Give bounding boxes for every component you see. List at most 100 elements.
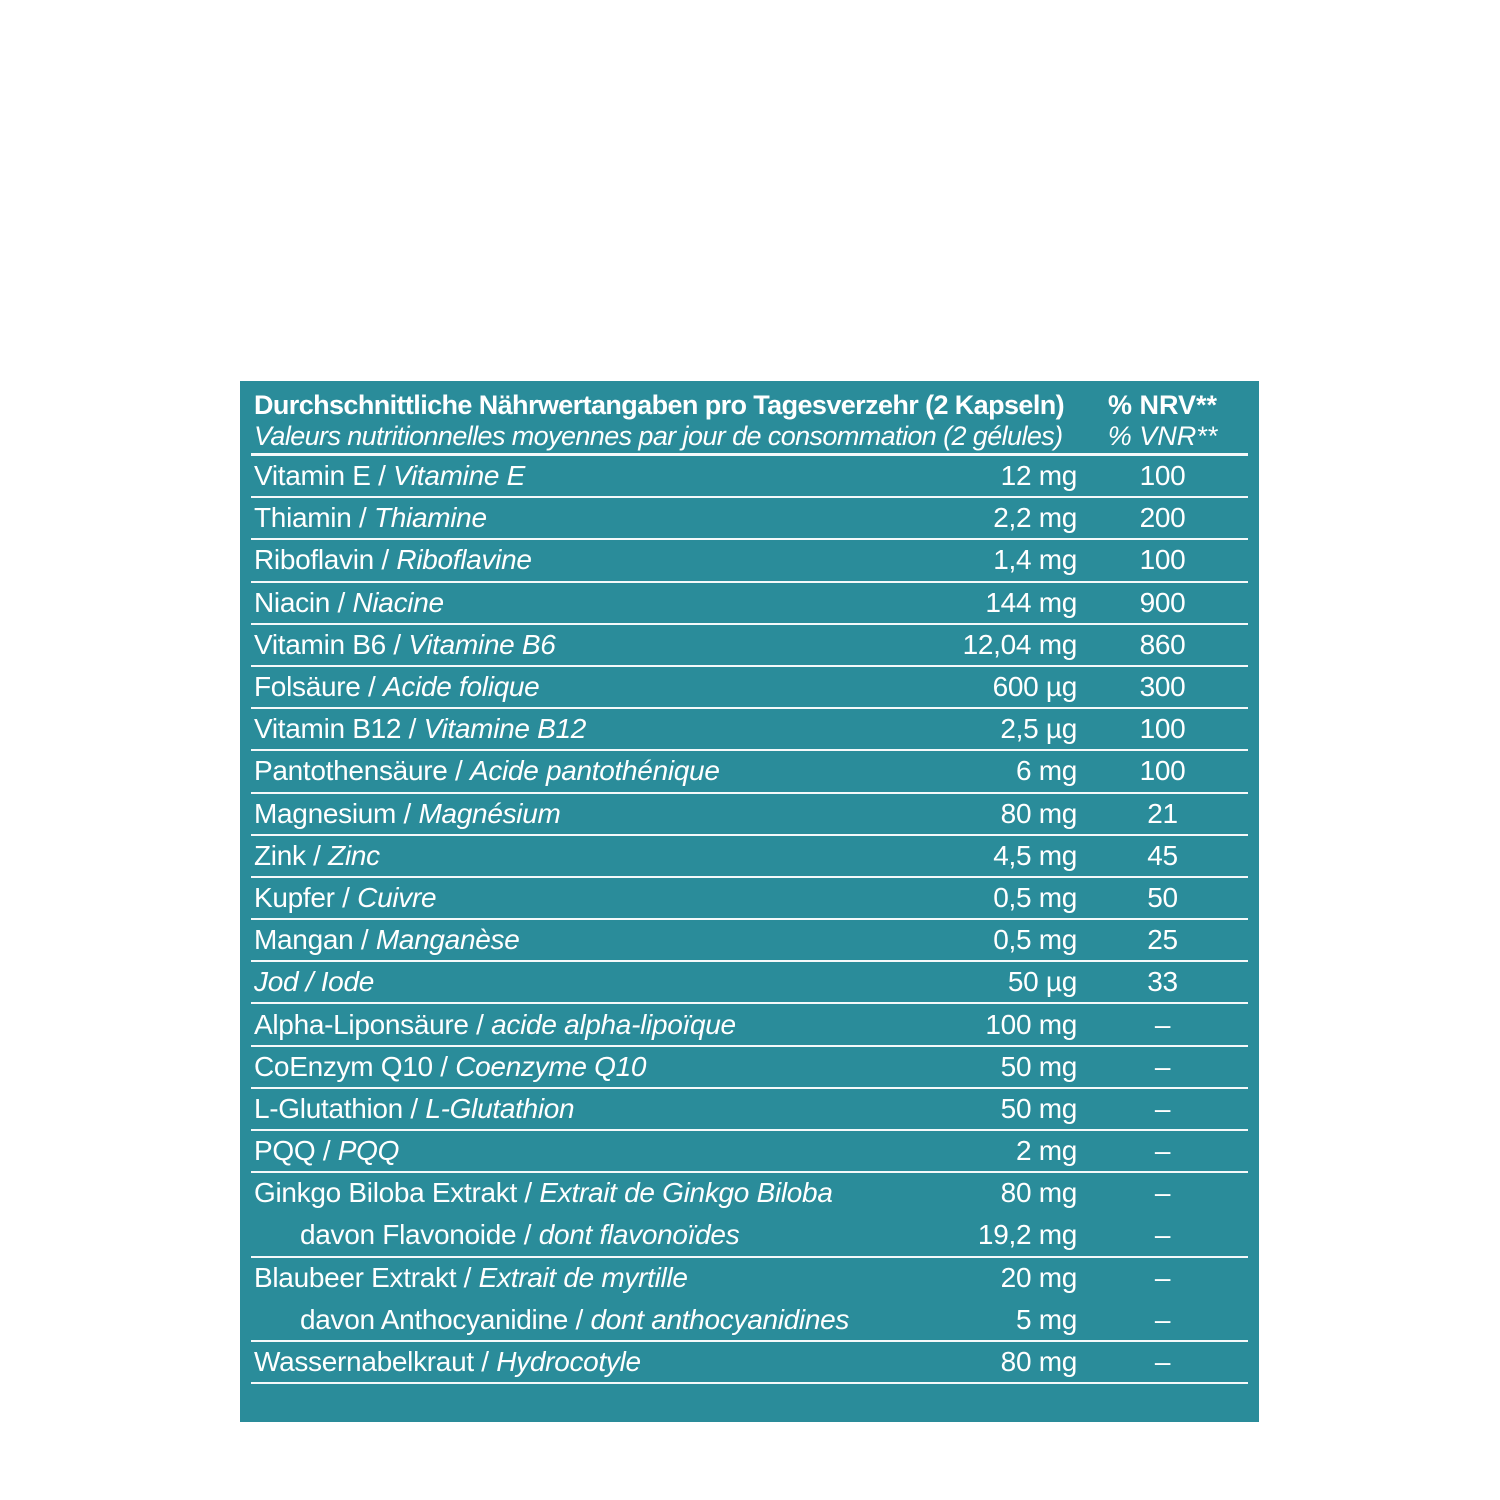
nutrient-name-de: Mangan	[254, 924, 354, 956]
nutrient-amount: 6 mg	[1015, 755, 1077, 787]
nutrient-amount: 50 µg	[1007, 966, 1077, 998]
nutrient-name-cell: Folsäure / Acide folique	[251, 671, 927, 703]
nutrient-name-cell: Magnesium / Magnésium	[251, 798, 927, 830]
nutrient-name-fr: Zinc	[328, 839, 380, 871]
name-separator: /	[456, 1261, 479, 1293]
table-header-titles: Durchschnittliche Nährwertangaben pro Ta…	[254, 390, 1065, 452]
nutrient-nrv-percent: 21	[1147, 797, 1178, 829]
nutrient-amount: 144 mg	[985, 586, 1077, 618]
nutrient-name-de: Magnesium	[254, 797, 397, 829]
nutrient-name-fr: Cuivre	[357, 881, 437, 913]
table-row: Vitamin E / Vitamine E 12 mg 100	[251, 456, 1248, 499]
nutrient-nrv-percent: –	[1154, 1261, 1171, 1293]
table-row: Jod / Iode 50 µg 33	[251, 962, 1248, 1005]
nutrient-amount: 100 mg	[985, 1008, 1077, 1040]
nutrient-name-fr: Riboflavine	[396, 544, 532, 576]
nutrient-name-de: Wassernabelkraut	[254, 1346, 474, 1378]
nutrient-name-cell: Thiamin / Thiamine	[251, 502, 927, 534]
nutrient-name-fr: Niacine	[352, 586, 444, 618]
nutrient-name-de: CoEnzym Q10	[254, 1050, 433, 1082]
nutrient-name-cell: Alpha-Liponsäure / acide alpha-lipoïque	[251, 1009, 927, 1041]
nutrient-nrv-percent: –	[1154, 1346, 1171, 1378]
nutrient-name-fr: Hydrocotyle	[496, 1346, 641, 1378]
nutrient-name-de: Zink	[254, 839, 306, 871]
name-separator: /	[351, 502, 374, 534]
name-separator: /	[401, 713, 424, 745]
nutrient-name-cell: Jod / Iode	[251, 966, 927, 998]
nutrient-name-fr: dont flavonoïdes	[538, 1219, 740, 1251]
nutrient-name-fr: acide alpha-lipoïque	[491, 1008, 736, 1040]
nutrient-name-cell: davon Flavonoide / dont flavonoïdes	[251, 1219, 927, 1251]
table-row: Kupfer / Cuivre 0,5 mg 50	[251, 878, 1248, 921]
nutrient-amount: 50 mg	[1000, 1050, 1078, 1082]
nutrient-nrv-percent: 100	[1139, 713, 1186, 745]
nutrient-name-cell: Vitamin B12 / Vitamine B12	[251, 713, 927, 745]
name-separator: /	[432, 1050, 456, 1082]
nutrient-amount: 0,5 mg	[993, 924, 1077, 956]
name-separator: /	[373, 544, 397, 576]
nutrient-amount: 19,2 mg	[977, 1219, 1077, 1251]
name-separator: /	[568, 1303, 591, 1335]
name-separator: /	[305, 839, 329, 871]
nutrient-nrv-percent: –	[1154, 1303, 1171, 1335]
name-separator: /	[402, 1092, 426, 1124]
nutrient-name-fr: Vitamine B12	[423, 713, 587, 745]
nutrient-nrv-percent: 100	[1139, 544, 1186, 576]
nutrient-name-fr: Vitamine E	[393, 460, 525, 492]
table-row: Niacin / Niacine 144 mg 900	[251, 583, 1248, 625]
nutrient-amount: 80 mg	[1000, 1346, 1078, 1378]
nutrient-name-de: Kupfer	[254, 881, 335, 913]
nutrient-name-fr: Extrait de Ginkgo Biloba	[539, 1177, 833, 1209]
nutrient-name-cell: Vitamin B6 / Vitamine B6	[251, 629, 927, 661]
name-separator: /	[473, 1346, 497, 1378]
header-title-fr: Valeurs nutritionnelles moyennes par jou…	[254, 421, 1063, 451]
nutrient-name-fr: Magnésium	[418, 797, 561, 829]
name-separator: /	[315, 1135, 338, 1167]
nutrient-name-cell: Kupfer / Cuivre	[251, 882, 927, 914]
nutrient-name-cell: Riboflavin / Riboflavine	[251, 544, 927, 576]
nutrient-amount: 1,4 mg	[993, 544, 1077, 576]
nutrient-name-cell: Wassernabelkraut / Hydrocotyle	[251, 1346, 927, 1378]
table-rows: Vitamin E / Vitamine E 12 mg 100 Thiamin…	[251, 456, 1248, 1385]
nutrient-name-fr: dont anthocyanidines	[590, 1303, 850, 1335]
table-row: davon Anthocyanidine / dont anthocyanidi…	[251, 1300, 1248, 1342]
nutrient-name-cell: Zink / Zinc	[251, 840, 927, 872]
nutrient-amount: 20 mg	[1000, 1261, 1078, 1293]
nutrient-name-fr: L-Glutathion	[425, 1092, 575, 1124]
nutrient-amount: 80 mg	[1000, 797, 1078, 829]
table-row: Blaubeer Extrakt / Extrait de myrtille 2…	[251, 1258, 1248, 1300]
nutrient-nrv-percent: –	[1154, 1219, 1171, 1251]
nutrient-nrv-percent: 33	[1147, 966, 1178, 998]
nutrient-name-cell: Mangan / Manganèse	[251, 924, 927, 956]
table-row: Ginkgo Biloba Extrakt / Extrait de Ginkg…	[251, 1173, 1248, 1215]
nutrient-name-cell: Niacin / Niacine	[251, 587, 927, 619]
nrv-header-fr: % VNR**	[1107, 421, 1218, 451]
nutrient-name-fr: Manganèse	[375, 924, 520, 956]
nutrient-nrv-percent: 200	[1139, 502, 1186, 534]
nutrient-name-de: Alpha-Liponsäure	[254, 1008, 469, 1040]
name-separator: /	[360, 671, 383, 703]
table-row: Pantothensäure / Acide pantothénique 6 m…	[251, 751, 1248, 794]
name-separator: /	[370, 460, 394, 492]
nutrient-amount: 80 mg	[1000, 1177, 1078, 1209]
nutrient-name-fr: Extrait de myrtille	[478, 1261, 688, 1293]
nutrient-nrv-percent: 860	[1139, 628, 1186, 660]
table-row: Folsäure / Acide folique 600 µg 300	[251, 667, 1248, 710]
nutrient-amount: 12 mg	[1000, 460, 1078, 492]
nutrient-name-de: davon Anthocyanidine	[300, 1303, 568, 1335]
nutrient-amount: 50 mg	[1000, 1092, 1078, 1124]
nutrient-nrv-percent: –	[1154, 1135, 1171, 1167]
name-separator: /	[330, 586, 353, 618]
nutrient-name-de: Folsäure	[254, 671, 361, 703]
header-title-de: Durchschnittliche Nährwertangaben pro Ta…	[254, 390, 1065, 420]
nutrient-nrv-percent: –	[1154, 1008, 1171, 1040]
nutrient-amount: 600 µg	[992, 671, 1078, 703]
nutrient-name-de: Pantothensäure	[254, 755, 448, 787]
table-row: Zink / Zinc 4,5 mg 45	[251, 836, 1248, 878]
name-separator: /	[385, 628, 409, 660]
nutrient-name-fr: Vitamine B6	[408, 628, 556, 660]
nutrition-facts-table: Durchschnittliche Nährwertangaben pro Ta…	[240, 381, 1259, 1422]
nutrient-name-de: Vitamin B12	[254, 713, 402, 745]
table-row: Magnesium / Magnésium 80 mg 21	[251, 794, 1248, 836]
name-separator: /	[396, 797, 419, 829]
